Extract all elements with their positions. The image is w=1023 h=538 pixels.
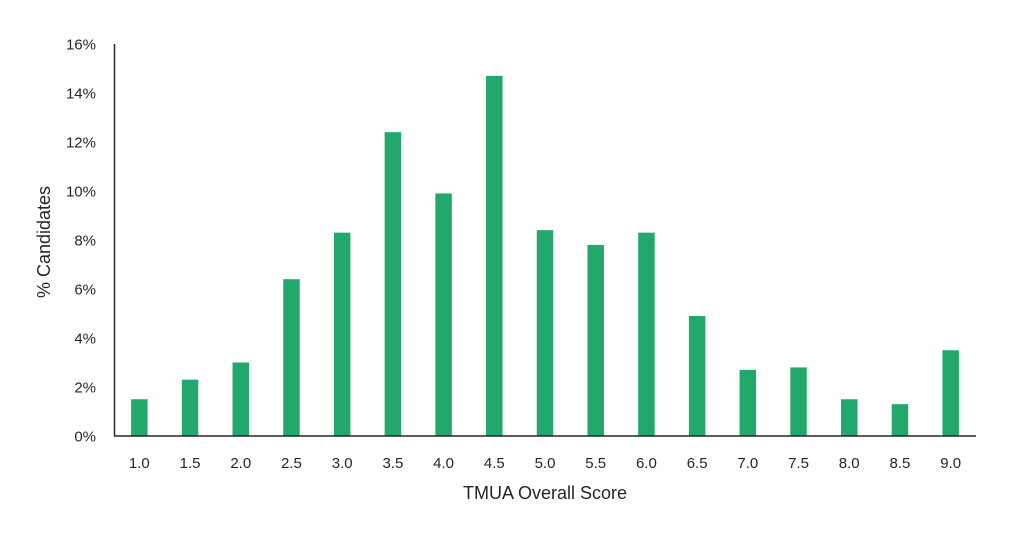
bar-3.0 (333, 232, 351, 436)
bar-3.5 (384, 132, 402, 436)
y-tick-label: 4% (74, 331, 96, 348)
bars-group (131, 75, 959, 436)
x-tick-label: 9.0 (940, 455, 961, 472)
x-axis-ticks: 1.0 1.5 2.0 2.5 3.0 3.5 4.0 4.5 5.0 5.5 6.0 6.5 7.0 7… (129, 455, 961, 472)
x-tick-label: 7.0 (737, 455, 758, 472)
x-tick-label: 6.0 (636, 455, 657, 472)
bar-8.5 (891, 404, 909, 436)
x-tick-label: 5.5 (585, 455, 606, 472)
x-tick-label: 3.0 (332, 455, 353, 472)
y-tick-label: 2% (74, 380, 96, 397)
y-tick-label: 6% (74, 282, 96, 299)
bar-9.0 (942, 350, 959, 436)
y-tick-label: 14% (66, 86, 96, 103)
bar-4.0 (435, 193, 452, 436)
y-tick-label: 16% (66, 37, 96, 54)
x-tick-label: 4.0 (433, 455, 454, 472)
x-tick-label: 2.5 (281, 455, 302, 472)
x-tick-label: 7.5 (788, 455, 809, 472)
x-tick-label: 2.0 (230, 455, 251, 472)
bar-7.0 (739, 369, 757, 436)
y-tick-label: 12% (66, 135, 96, 152)
bar-6.5 (688, 315, 706, 436)
x-tick-label: 1.0 (129, 455, 150, 472)
x-tick-label: 6.5 (687, 455, 708, 472)
y-axis-ticks: 0% 2% 4% 6% 8% 10% 12% 14% 16% (66, 37, 96, 446)
bar-8.0 (840, 399, 858, 436)
bar-7.5 (790, 367, 807, 436)
x-tick-label: 3.5 (382, 455, 403, 472)
x-tick-label: 5.0 (535, 455, 556, 472)
x-tick-label: 8.5 (890, 455, 911, 472)
bar-2.5 (283, 279, 300, 436)
x-tick-label: 8.0 (839, 455, 860, 472)
bar-5.0 (536, 230, 554, 436)
bar-5.5 (587, 244, 604, 436)
x-tick-label: 4.5 (484, 455, 505, 472)
y-tick-label: 0% (74, 429, 96, 446)
bar-1.5 (181, 379, 199, 436)
y-axis-title: % Candidates (34, 186, 54, 298)
y-tick-label: 10% (66, 184, 96, 201)
bar-1.0 (131, 399, 148, 436)
bar-2.0 (232, 362, 250, 436)
bar-4.5 (486, 75, 503, 436)
y-tick-label: 8% (74, 233, 96, 250)
bar-6.0 (638, 232, 655, 436)
x-tick-label: 1.5 (180, 455, 201, 472)
x-axis-title: TMUA Overall Score (463, 483, 627, 503)
